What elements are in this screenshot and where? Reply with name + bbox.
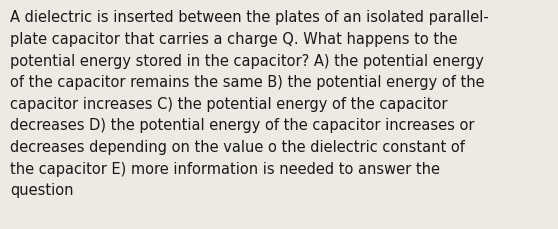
Text: A dielectric is inserted between the plates of an isolated parallel-
plate capac: A dielectric is inserted between the pla… — [10, 10, 489, 197]
